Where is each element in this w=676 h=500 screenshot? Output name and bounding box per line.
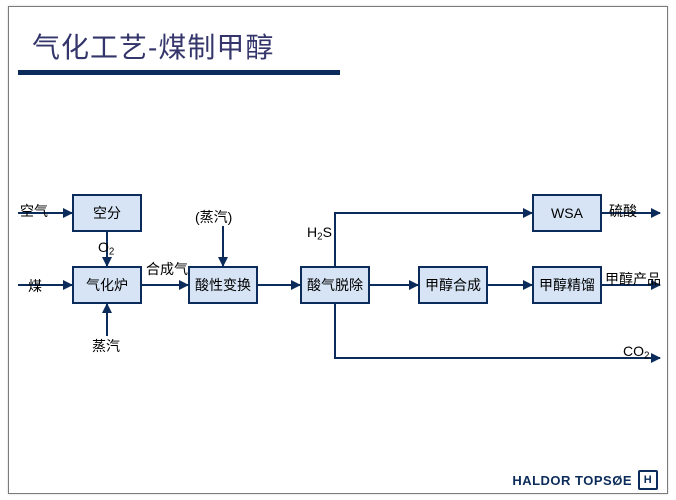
arrow-agr_to_wsa — [335, 213, 532, 266]
node-shift: 酸性变换 — [188, 266, 258, 304]
label-h2so4: 硫酸 — [609, 201, 637, 221]
label-o2: O2 — [98, 239, 114, 257]
label-steam_p: (蒸汽) — [195, 207, 232, 227]
node-gasifier: 气化炉 — [72, 266, 142, 304]
label-air_in: 空气 — [20, 201, 48, 221]
node-air_sep: 空分 — [72, 194, 142, 232]
label-coal: 煤 — [28, 276, 42, 296]
footer-text: HALDOR TOPSØE — [512, 473, 632, 488]
label-steam_b: 蒸汽 — [92, 336, 120, 356]
node-wsa: WSA — [532, 194, 602, 232]
footer: HALDOR TOPSØE H — [512, 470, 658, 490]
node-synth: 甲醇合成 — [418, 266, 488, 304]
label-h2s: H2S — [307, 224, 332, 242]
node-distill: 甲醇精馏 — [532, 266, 602, 304]
label-meoh: 甲醇产品 — [605, 269, 661, 289]
logo-icon: H — [638, 470, 658, 490]
label-syngas: 合成气 — [146, 259, 188, 279]
node-agr: 酸气脱除 — [300, 266, 370, 304]
label-co2: CO2 — [623, 343, 649, 361]
arrow-agr_to_co2 — [335, 304, 660, 358]
